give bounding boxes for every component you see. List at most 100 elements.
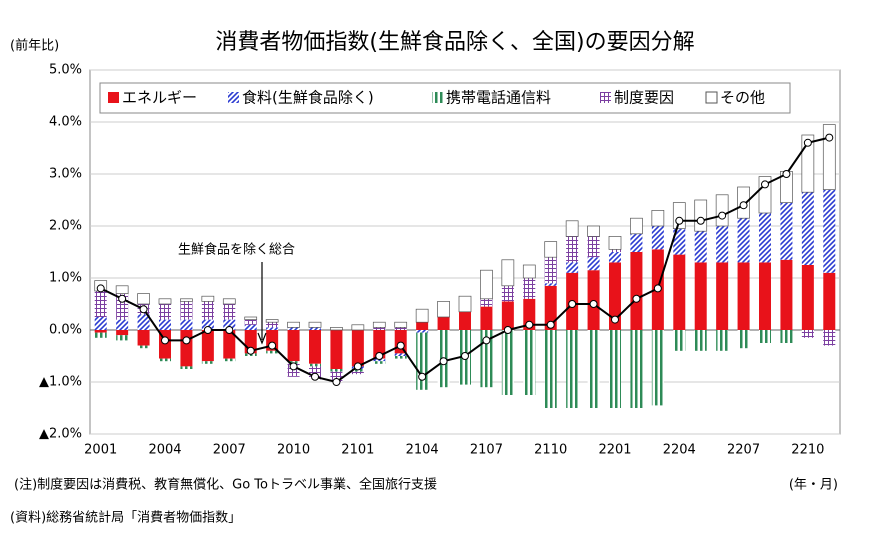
line-marker <box>696 216 705 225</box>
bar-segment <box>501 285 514 302</box>
bar-segment <box>94 332 107 338</box>
bar-segment <box>630 330 643 408</box>
line-marker <box>461 352 469 360</box>
note: (注)制度要因は消費税、教育無償化、Go Toトラベル事業、全国旅行支援 <box>14 477 437 493</box>
bar-segment <box>287 327 300 330</box>
bar-segment <box>544 330 557 408</box>
bar-segment <box>716 226 729 263</box>
bar-segment <box>116 330 129 336</box>
bar-segment <box>523 278 536 299</box>
bar-segment <box>309 330 321 364</box>
legend-label: 携帯電話通信料 <box>446 89 551 107</box>
bar-segment <box>244 324 257 330</box>
y-unit-label: (前年比) <box>10 38 59 54</box>
bar-segment <box>544 283 557 286</box>
bar-segment <box>180 330 193 367</box>
bar-segment <box>180 319 193 330</box>
x-tick-label: 2007 <box>213 443 246 458</box>
bar-segment <box>630 217 643 235</box>
y-tick-label: 1.0% <box>49 271 82 286</box>
line-marker <box>482 336 491 345</box>
bar-segment <box>759 213 771 263</box>
bar-segment <box>522 264 536 279</box>
bar-segment <box>694 231 707 263</box>
legend-label: 制度要因 <box>614 89 674 107</box>
bar-segment <box>737 218 750 263</box>
bar-segment <box>823 330 836 346</box>
bar-segment <box>437 301 450 318</box>
y-tick-label: 4.0% <box>49 115 82 130</box>
bar-segment <box>372 321 386 328</box>
x-tick-label: 2010 <box>277 443 310 458</box>
bar-segment <box>737 262 750 330</box>
x-tick-label: 2104 <box>406 443 439 458</box>
line-marker <box>568 300 577 308</box>
bar-segment <box>309 327 321 330</box>
bar-segment <box>823 189 836 273</box>
x-tick-label: 2210 <box>791 443 824 458</box>
bar-segment <box>394 356 407 359</box>
bar-segment <box>201 301 214 320</box>
bar-segment <box>308 321 322 328</box>
bar-segment <box>609 252 621 263</box>
bar-segment <box>587 236 600 258</box>
bar-segment <box>180 366 193 369</box>
line-marker <box>589 300 598 308</box>
legend-label: 食料(生鮮食品除く) <box>242 89 374 107</box>
bar-segment <box>630 233 643 252</box>
line-marker <box>803 138 812 147</box>
x-tick-label: 2110 <box>534 443 567 458</box>
bar-segment <box>759 262 771 330</box>
bar-segment <box>651 210 665 227</box>
legend-label: その他 <box>720 89 765 107</box>
bar-segment <box>115 285 129 294</box>
bar-segment <box>137 293 150 305</box>
bar-segment <box>801 265 814 330</box>
x-tick-label: 2207 <box>727 443 760 458</box>
line-marker <box>525 320 534 329</box>
bar-segment <box>587 225 600 237</box>
bar-segment <box>823 272 836 330</box>
line-marker <box>182 336 191 345</box>
bar-segment <box>201 319 214 330</box>
bar-segment <box>759 330 771 343</box>
bar-segment <box>201 330 214 362</box>
bar-segment <box>801 330 814 338</box>
bar-segment <box>244 316 258 320</box>
line-marker <box>203 326 212 334</box>
bar-segment <box>651 330 664 406</box>
legend: エネルギー 食料(生鮮食品除く) 携帯電話通信料 制度要因 その他 <box>99 82 791 114</box>
bar-segment <box>780 202 793 260</box>
x-tick-label: 2004 <box>148 443 181 458</box>
bar-segment <box>608 236 622 250</box>
bar-segment <box>266 350 279 354</box>
bar-segment <box>373 361 386 364</box>
y-tick-label: 5.0% <box>49 63 82 78</box>
bar-segment <box>222 298 236 305</box>
bar-segment <box>673 254 686 330</box>
x-tick-label: 2204 <box>663 443 696 458</box>
line-marker <box>825 133 834 142</box>
bar-segment <box>716 262 729 330</box>
line-marker <box>611 315 619 324</box>
bar-segment <box>780 259 793 330</box>
line-marker <box>375 352 384 360</box>
line-marker <box>268 341 277 350</box>
bar-segment <box>822 124 836 190</box>
bar-segment <box>630 252 643 330</box>
bar-segment <box>351 330 364 367</box>
bar-segment <box>416 332 429 390</box>
bar-segment <box>394 327 407 330</box>
bar-segment <box>716 330 729 351</box>
bar-segment <box>565 220 579 237</box>
legend-box <box>99 82 791 114</box>
line-marker <box>139 305 148 314</box>
bar-segment <box>416 330 429 333</box>
bar-segment <box>116 335 129 341</box>
x-unit-label: (年・月) <box>789 478 838 493</box>
chart-title: 消費者物価指数(生鮮食品除く、全国)の要因分解 <box>215 30 694 55</box>
line-marker <box>96 284 105 293</box>
bar-segment <box>180 301 193 320</box>
x-tick-label: 2101 <box>341 443 374 458</box>
x-tick-label: 2107 <box>470 443 503 458</box>
